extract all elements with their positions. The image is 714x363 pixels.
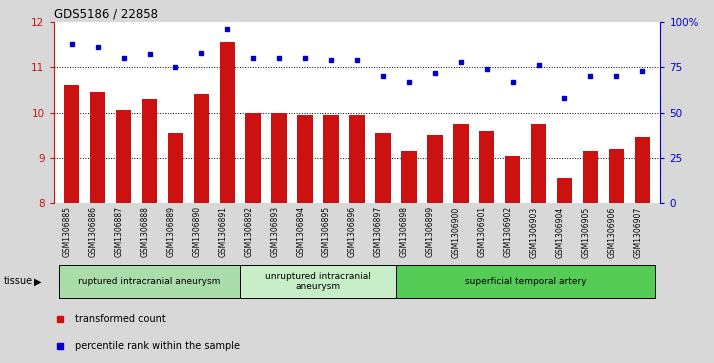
Bar <box>193 94 209 203</box>
Text: GSM1306896: GSM1306896 <box>348 206 357 257</box>
Bar <box>453 124 468 203</box>
Bar <box>479 131 495 203</box>
Text: ruptured intracranial aneurysm: ruptured intracranial aneurysm <box>79 277 221 286</box>
Bar <box>241 265 396 298</box>
Bar <box>427 135 443 203</box>
Text: ▶: ▶ <box>34 276 42 286</box>
Bar <box>608 149 624 203</box>
Bar <box>271 113 287 203</box>
Text: GSM1306889: GSM1306889 <box>166 206 176 257</box>
Bar <box>349 115 365 203</box>
Bar <box>583 151 598 203</box>
Text: superficial temporal artery: superficial temporal artery <box>465 277 586 286</box>
Text: GSM1306895: GSM1306895 <box>322 206 331 257</box>
Bar <box>396 265 655 298</box>
Bar <box>635 138 650 203</box>
Text: percentile rank within the sample: percentile rank within the sample <box>75 341 240 351</box>
Text: GSM1306893: GSM1306893 <box>270 206 279 257</box>
Text: transformed count: transformed count <box>75 314 166 323</box>
Bar <box>375 133 391 203</box>
Bar <box>116 110 131 203</box>
Bar <box>90 92 106 203</box>
Bar <box>505 156 521 203</box>
Text: GSM1306900: GSM1306900 <box>452 206 461 258</box>
Bar <box>168 133 183 203</box>
Text: GSM1306907: GSM1306907 <box>633 206 643 258</box>
Bar <box>401 151 417 203</box>
Text: GSM1306887: GSM1306887 <box>114 206 124 257</box>
Bar <box>219 42 235 203</box>
Text: GSM1306903: GSM1306903 <box>530 206 538 258</box>
Text: unruptured intracranial
aneurysm: unruptured intracranial aneurysm <box>265 272 371 291</box>
Text: GSM1306898: GSM1306898 <box>400 206 409 257</box>
Text: GSM1306899: GSM1306899 <box>426 206 435 257</box>
Text: GSM1306897: GSM1306897 <box>374 206 383 257</box>
Text: GSM1306905: GSM1306905 <box>581 206 590 258</box>
Bar <box>531 124 546 203</box>
Text: GSM1306891: GSM1306891 <box>218 206 227 257</box>
Text: GSM1306904: GSM1306904 <box>555 206 565 258</box>
Text: GSM1306894: GSM1306894 <box>296 206 305 257</box>
Bar <box>59 265 241 298</box>
Text: GSM1306888: GSM1306888 <box>141 206 149 257</box>
Bar <box>142 99 157 203</box>
Text: GSM1306886: GSM1306886 <box>89 206 98 257</box>
Bar <box>557 178 572 203</box>
Text: GSM1306885: GSM1306885 <box>63 206 71 257</box>
Bar <box>64 85 79 203</box>
Text: GSM1306890: GSM1306890 <box>192 206 201 257</box>
Text: GSM1306906: GSM1306906 <box>608 206 616 258</box>
Bar <box>246 113 261 203</box>
Text: GSM1306892: GSM1306892 <box>244 206 253 257</box>
Text: tissue: tissue <box>4 276 33 286</box>
Bar <box>297 115 313 203</box>
Bar <box>323 115 339 203</box>
Text: GDS5186 / 22858: GDS5186 / 22858 <box>54 8 158 21</box>
Text: GSM1306901: GSM1306901 <box>478 206 487 257</box>
Text: GSM1306902: GSM1306902 <box>503 206 513 257</box>
